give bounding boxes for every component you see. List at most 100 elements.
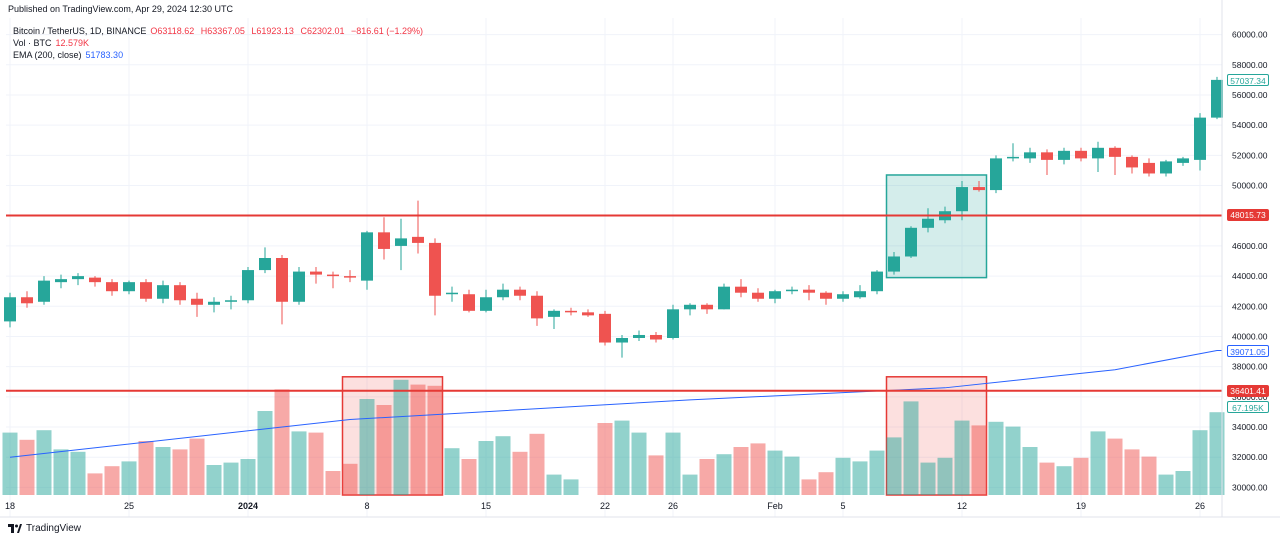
candle-body	[140, 282, 152, 299]
volume-bar	[1158, 474, 1174, 495]
volume-legend[interactable]: Vol · BTC 12.579K	[13, 38, 90, 48]
volume-bar	[1124, 449, 1140, 495]
volume-bar	[1056, 466, 1072, 495]
tradingview-logo[interactable]: TradingView	[8, 523, 81, 534]
candle-body	[871, 271, 883, 292]
volume-bar	[189, 438, 205, 495]
volume-bar	[19, 439, 35, 495]
symbol-title[interactable]: Bitcoin / TetherUS, 1D, BINANCE	[13, 26, 147, 36]
volume-bar	[784, 456, 800, 495]
volume-bar	[240, 459, 256, 495]
level-36401-tag: 36401.41	[1227, 384, 1269, 397]
volume-bars	[2, 379, 1225, 495]
candle-body	[395, 238, 407, 246]
volume-bar	[70, 451, 86, 495]
volume-bar	[325, 471, 341, 495]
candle-body	[616, 338, 628, 343]
volume-zone-box	[885, 376, 988, 496]
symbol-legend: Bitcoin / TetherUS, 1D, BINANCE O63118.62…	[13, 26, 424, 36]
close-value: 62302.01	[306, 26, 345, 36]
volume-bar	[1005, 426, 1021, 495]
volume-bar	[835, 457, 851, 495]
candle-body	[905, 227, 917, 257]
candle-body	[344, 276, 356, 278]
candle-body	[735, 286, 747, 293]
candle-body	[157, 285, 169, 299]
y-tick-label: 38000.00	[1232, 362, 1268, 372]
volume-bar	[648, 455, 664, 495]
volume-bar	[495, 436, 511, 495]
volume-bar	[359, 399, 375, 495]
candle-body	[1160, 161, 1172, 174]
ema-200-line	[9, 350, 1222, 458]
candle-body	[667, 309, 679, 338]
change-value: −816.61 (−1.29%)	[351, 26, 424, 36]
candle-body	[1041, 152, 1053, 160]
volume-bar	[971, 425, 987, 495]
price-axis[interactable]: 60000.00 58000.00 56000.00 54000.00 52000.00…	[1221, 0, 1268, 517]
candle-body	[1143, 162, 1155, 174]
y-tick-label: 60000.00	[1232, 30, 1268, 40]
volume-bar	[512, 451, 528, 495]
ema-line	[9, 350, 1222, 458]
volume-bar	[937, 457, 953, 495]
candle-body	[480, 297, 492, 311]
volume-bar	[988, 421, 1004, 495]
x-tick-label: 15	[481, 501, 491, 511]
volume-bar	[1090, 431, 1106, 495]
y-tick-label: 46000.00	[1232, 241, 1268, 251]
y-tick-label: 44000.00	[1232, 271, 1268, 281]
ema-legend[interactable]: EMA (200, close) 51783.30	[13, 50, 124, 60]
volume-bar	[529, 433, 545, 495]
candle-body	[650, 334, 662, 340]
candle-body	[259, 258, 271, 271]
candle-body	[225, 300, 237, 302]
volume-bar	[104, 466, 120, 495]
low-value: 61923.13	[256, 26, 294, 36]
candle-body	[378, 232, 390, 249]
volume-bar	[87, 473, 103, 495]
grid-lines	[6, 18, 1222, 517]
volume-bar	[869, 450, 885, 495]
volume-bar	[155, 447, 171, 495]
candle-body	[21, 297, 33, 304]
volume-bar	[393, 379, 409, 495]
x-tick-label: 8	[364, 501, 369, 511]
volume-bar	[903, 401, 919, 495]
volume-bar	[665, 432, 681, 495]
x-tick-label: Feb	[767, 501, 783, 511]
candle-body	[38, 280, 50, 302]
candle-body	[1177, 158, 1189, 163]
volume-bar	[682, 474, 698, 495]
time-axis[interactable]: 18 25 2024 8 15 22 26 Feb 5 12 19 26	[0, 501, 1280, 518]
price-highlight-zone	[885, 174, 988, 279]
y-tick-label: 42000.00	[1232, 301, 1268, 311]
x-tick-label: 18	[5, 501, 15, 511]
candle-body	[191, 298, 203, 305]
candle-body	[752, 292, 764, 299]
volume-bar	[767, 450, 783, 495]
volume-bar	[818, 472, 834, 495]
volume-bar	[2, 432, 18, 495]
y-tick-label: 30000.00	[1232, 482, 1268, 492]
volume-bar	[427, 385, 443, 495]
candle-body	[123, 282, 135, 292]
x-tick-label: 2024	[238, 501, 258, 511]
candle-body	[412, 236, 424, 243]
candle-body	[531, 295, 543, 319]
candle-body	[310, 271, 322, 275]
candle-body	[973, 187, 985, 191]
level-48015-tag: 48015.73	[1227, 209, 1269, 222]
y-tick-label: 54000.00	[1232, 120, 1268, 130]
candle-body	[701, 304, 713, 310]
x-tick-label: 5	[840, 501, 845, 511]
candle-body	[956, 187, 968, 212]
candle-body	[922, 218, 934, 228]
volume-bar	[546, 474, 562, 495]
price-zone-box	[885, 174, 988, 279]
brand-label: TradingView	[26, 523, 82, 534]
volume-bar	[342, 463, 358, 495]
ema-price-tag: 39071.05	[1227, 344, 1269, 357]
x-tick-label: 25	[124, 501, 134, 511]
